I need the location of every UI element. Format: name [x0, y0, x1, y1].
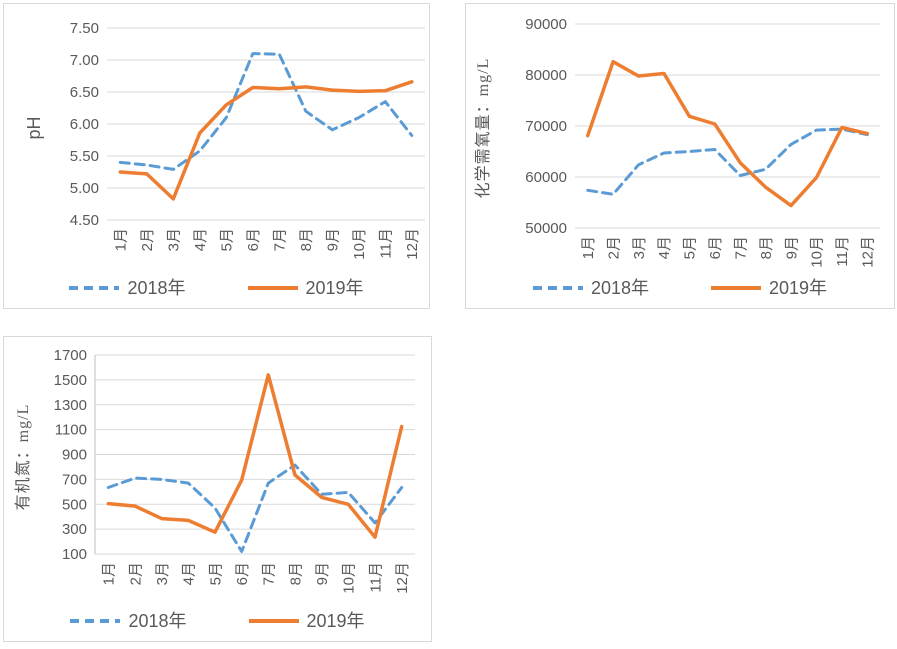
x-tick-label: 11月 [834, 236, 851, 267]
cod-chart: 90000 80000 70000 60000 50000 1月 2月 3月 4月 5月 6月 7月 8… [474, 16, 880, 268]
x-tick-label: 2月 [139, 228, 156, 251]
x-tick-label: 4月 [656, 236, 673, 259]
x-tick-label: 6月 [245, 228, 262, 251]
ph-chart: 7.50 7.00 6.50 6.00 5.50 5.00 4.50 1月 2月 3月 4月 5月 6月… [24, 20, 425, 260]
legend-solid-line-sample [248, 619, 299, 623]
x-tick-label: 3月 [166, 228, 183, 251]
organic-nitrogen-chart-panel: 1700 1500 1300 1100 900 700 500 300 100 1月 2月 3月 4月 5… [3, 336, 432, 642]
legend-item-2018年: 2018年 [532, 278, 649, 298]
legend-item-2019年: 2019年 [247, 278, 364, 298]
y-tick-label: 70000 [525, 118, 567, 135]
series-line-2018年 [586, 127, 869, 196]
x-tick-label: 10月 [809, 236, 826, 268]
y-tick-label: 1100 [55, 422, 87, 439]
x-tick-label: 6月 [234, 562, 251, 585]
series-line-2019年 [106, 373, 404, 539]
y-tick-label: 5.00 [70, 180, 99, 197]
x-tick-label: 2月 [605, 236, 622, 259]
legend-label: 2019年 [769, 278, 828, 298]
legend-solid-line-sample [247, 286, 298, 290]
legend-label: 2018年 [590, 278, 649, 298]
y-tick-label: 90000 [525, 16, 567, 33]
ph-legend: 2018年 2019年 [4, 279, 429, 297]
y-tick-label: 500 [62, 496, 87, 513]
plot-area: 7.50 7.00 6.50 6.00 5.50 5.00 4.50 1月 2月 3月 4月 5月 6月… [70, 20, 425, 260]
y-tick-label: 7.00 [70, 52, 99, 69]
y-tick-label: 5.50 [70, 148, 99, 165]
y-tick-label: 50000 [525, 220, 567, 237]
organic-nitrogen-legend: 2018年 2019年 [4, 612, 431, 630]
ph-chart-panel: 7.50 7.00 6.50 6.00 5.50 5.00 4.50 1月 2月 3月 4月 5月 6月… [3, 3, 430, 309]
y-tick-label: 1300 [54, 397, 87, 414]
y-tick-label: 4.50 [70, 212, 99, 229]
x-tick-label: 4月 [192, 228, 209, 251]
legend-dashed-line-sample [70, 619, 121, 623]
ph-y-axis-title: pH [24, 116, 44, 139]
series-line-2018年 [106, 463, 404, 553]
y-tick-label: 900 [62, 447, 87, 464]
x-tick-label: 3月 [631, 236, 648, 259]
y-tick-label: 700 [62, 471, 87, 488]
x-tick-label: 11月 [378, 228, 395, 259]
y-tick-label: 6.00 [70, 116, 99, 133]
x-tick-label: 12月 [404, 228, 421, 260]
series-line-2018年 [118, 52, 414, 171]
x-tick-label: 6月 [707, 236, 724, 259]
legend-item-2019年: 2019年 [711, 279, 827, 297]
cod-legend: 2018年 2019年 [466, 279, 894, 297]
y-tick-label: 80000 [525, 67, 567, 84]
x-tick-label: 7月 [261, 562, 278, 585]
legend-label: 2019年 [305, 278, 364, 298]
cod-chart-panel: 90000 80000 70000 60000 50000 1月 2月 3月 4月 5月 6月 7月 8… [465, 3, 895, 309]
legend-item-2018年: 2018年 [70, 611, 187, 631]
x-tick-label: 5月 [682, 236, 699, 259]
legend-item-2018年: 2018年 [69, 278, 186, 298]
x-tick-label: 11月 [367, 562, 384, 593]
y-tick-label: 300 [62, 521, 87, 538]
series-line-2019年 [118, 80, 414, 201]
x-tick-label: 7月 [272, 228, 289, 251]
x-tick-label: 8月 [287, 562, 304, 585]
legend-dashed-line-sample [69, 286, 120, 290]
legend-label: 2018年 [128, 611, 187, 631]
x-tick-label: 10月 [351, 228, 368, 260]
y-tick-label: 1500 [54, 372, 87, 389]
y-tick-label: 60000 [525, 169, 567, 186]
series-line-2019年 [585, 59, 870, 208]
y-tick-label: 1700 [54, 347, 87, 364]
legend-label: 2019年 [306, 611, 365, 631]
x-tick-label: 4月 [181, 562, 198, 585]
x-tick-label: 12月 [860, 236, 877, 268]
x-tick-label: 1月 [113, 228, 130, 251]
legend-solid-line-sample [711, 286, 761, 290]
x-tick-label: 2月 [127, 562, 144, 585]
x-tick-label: 8月 [298, 228, 315, 251]
organic-nitrogen-chart: 1700 1500 1300 1100 900 700 500 300 100 1月 2月 3月 4月 5… [14, 347, 415, 594]
x-tick-label: 10月 [341, 562, 358, 594]
x-tick-label: 5月 [219, 228, 236, 251]
x-tick-label: 12月 [394, 562, 411, 594]
organic-nitrogen-y-axis-title: 有机氮：mg/L [14, 404, 32, 511]
x-tick-label: 9月 [783, 236, 800, 259]
legend-label: 2018年 [127, 278, 186, 298]
x-tick-label: 1月 [580, 236, 597, 259]
y-tick-label: 6.50 [70, 84, 99, 101]
x-tick-label: 5月 [207, 562, 224, 585]
y-tick-label: 7.50 [70, 20, 99, 37]
x-tick-label: 7月 [732, 236, 749, 259]
legend-item-2019年: 2019年 [248, 611, 365, 631]
x-tick-label: 3月 [154, 562, 171, 585]
x-tick-label: 1月 [101, 562, 118, 585]
y-tick-label: 100 [62, 546, 87, 563]
plot-area: 1700 1500 1300 1100 900 700 500 300 100 1月 2月 3月 4月 5… [54, 347, 415, 594]
x-tick-label: 9月 [325, 228, 342, 251]
plot-area: 90000 80000 70000 60000 50000 1月 2月 3月 4月 5月 6月 7月 8… [525, 16, 880, 268]
cod-y-axis-title: 化学需氧量：mg/L [474, 58, 492, 199]
x-tick-label: 9月 [314, 562, 331, 585]
x-tick-label: 8月 [758, 236, 775, 259]
legend-dashed-line-sample [532, 286, 583, 290]
